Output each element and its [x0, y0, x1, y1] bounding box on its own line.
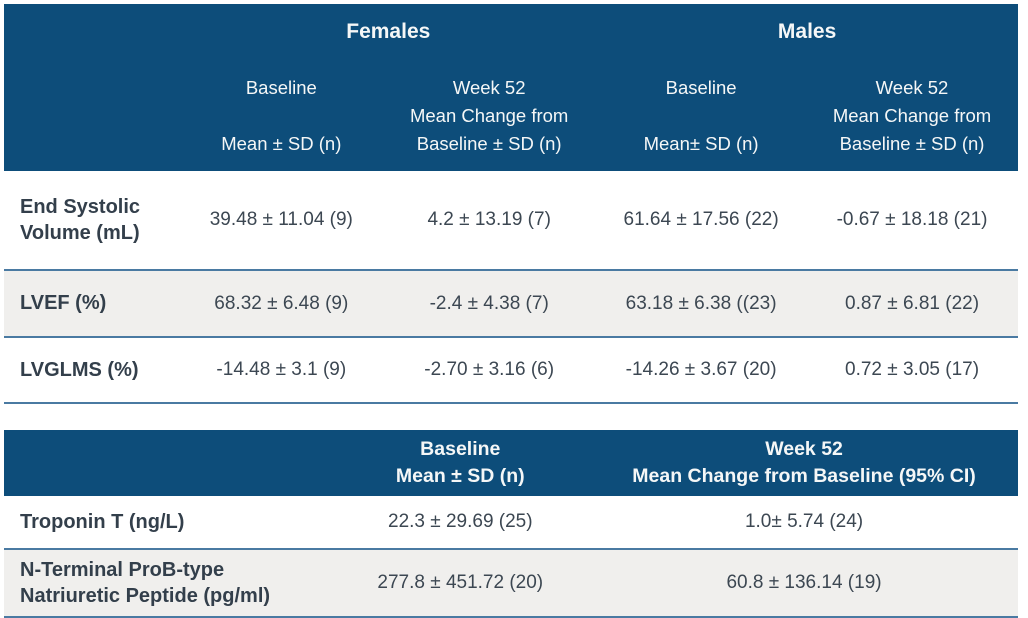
value-cell: 60.8 ± 136.14 (19)	[590, 549, 1018, 618]
biomarker-table-header: Baseline Mean ± SD (n) Week 52 Mean Chan…	[4, 430, 1018, 496]
value-cell: 63.18 ± 6.38 ((23)	[596, 270, 807, 338]
cardiac-imaging-table: Females Males Baseline Mean ± SD (n) Wee…	[4, 4, 1018, 404]
empty-label-header-cell	[4, 430, 331, 496]
header-line: Mean Change from Baseline (95% CI)	[632, 465, 976, 487]
table-row-nt-probnp: N-Terminal ProB-type Natriuretic Peptide…	[4, 549, 1018, 618]
column-header-row: Baseline Mean ± SD (n) Week 52 Mean Chan…	[4, 53, 1018, 171]
value-cell: -2.4 ± 4.38 (7)	[382, 270, 597, 338]
column-header-females-baseline: Baseline Mean ± SD (n)	[180, 53, 383, 171]
value-cell: 22.3 ± 29.69 (25)	[330, 496, 591, 550]
value-cell: 61.64 ± 17.56 (22)	[596, 171, 807, 271]
group-header-males: Males	[596, 4, 1018, 53]
value-cell: 39.48 ± 11.04 (9)	[180, 171, 383, 271]
group-header-females: Females	[180, 4, 597, 53]
table-row-end-systolic-volume: End Systolic Volume (mL) 39.48 ± 11.04 (…	[4, 171, 1018, 271]
value-cell: -0.67 ± 18.18 (21)	[806, 171, 1018, 271]
row-label: Troponin T (ng/L)	[4, 496, 331, 550]
row-label: N-Terminal ProB-type Natriuretic Peptide…	[4, 549, 331, 618]
empty-corner-cell	[4, 4, 181, 53]
column-header-row: Baseline Mean ± SD (n) Week 52 Mean Chan…	[4, 430, 1018, 496]
column-header-males-baseline: Baseline Mean± SD (n)	[596, 53, 807, 171]
column-header-week52: Week 52 Mean Change from Baseline (95% C…	[590, 430, 1018, 496]
header-line: Baseline ± SD (n)	[839, 133, 985, 154]
value-cell: -14.26 ± 3.67 (20)	[596, 337, 807, 404]
header-line: Baseline	[665, 77, 737, 98]
header-line: Mean± SD (n)	[643, 133, 759, 154]
value-cell: 68.32 ± 6.48 (9)	[180, 270, 383, 338]
value-cell: 0.87 ± 6.81 (22)	[806, 270, 1018, 338]
row-label: LVGLMS (%)	[4, 337, 181, 404]
value-cell: -2.70 ± 3.16 (6)	[382, 337, 597, 404]
value-cell: 4.2 ± 13.19 (7)	[382, 171, 597, 271]
header-line: Mean Change from	[409, 105, 569, 126]
table-row-lvef: LVEF (%) 68.32 ± 6.48 (9) -2.4 ± 4.38 (7…	[4, 270, 1018, 338]
biomarker-table: Baseline Mean ± SD (n) Week 52 Mean Chan…	[4, 430, 1018, 618]
header-line: Baseline ± SD (n)	[416, 133, 562, 154]
header-line: Baseline	[245, 77, 317, 98]
cardiac-table-header: Females Males Baseline Mean ± SD (n) Wee…	[4, 4, 1018, 171]
header-line: Week 52	[765, 438, 843, 460]
empty-label-header-cell	[4, 53, 181, 171]
value-cell: -14.48 ± 3.1 (9)	[180, 337, 383, 404]
header-line: Mean ± SD (n)	[395, 465, 525, 487]
row-label: End Systolic Volume (mL)	[4, 171, 181, 271]
column-header-males-week52: Week 52 Mean Change from Baseline ± SD (…	[806, 53, 1018, 171]
header-line: Mean ± SD (n)	[221, 133, 342, 154]
column-header-baseline: Baseline Mean ± SD (n)	[330, 430, 591, 496]
sex-group-header-row: Females Males	[4, 4, 1018, 53]
value-cell: 1.0± 5.74 (24)	[590, 496, 1018, 550]
header-line	[597, 102, 805, 130]
header-line: Mean Change from	[832, 105, 992, 126]
column-header-females-week52: Week 52 Mean Change from Baseline ± SD (…	[382, 53, 597, 171]
header-line: Week 52	[452, 77, 526, 98]
table-row-lvglms: LVGLMS (%) -14.48 ± 3.1 (9) -2.70 ± 3.16…	[4, 337, 1018, 404]
table-row-troponin-t: Troponin T (ng/L) 22.3 ± 29.69 (25) 1.0±…	[4, 496, 1018, 550]
row-label: LVEF (%)	[4, 270, 181, 338]
value-cell: 0.72 ± 3.05 (17)	[806, 337, 1018, 404]
value-cell: 277.8 ± 451.72 (20)	[330, 549, 591, 618]
header-line: Baseline	[420, 438, 501, 460]
header-line	[181, 102, 381, 130]
header-line: Week 52	[875, 77, 949, 98]
